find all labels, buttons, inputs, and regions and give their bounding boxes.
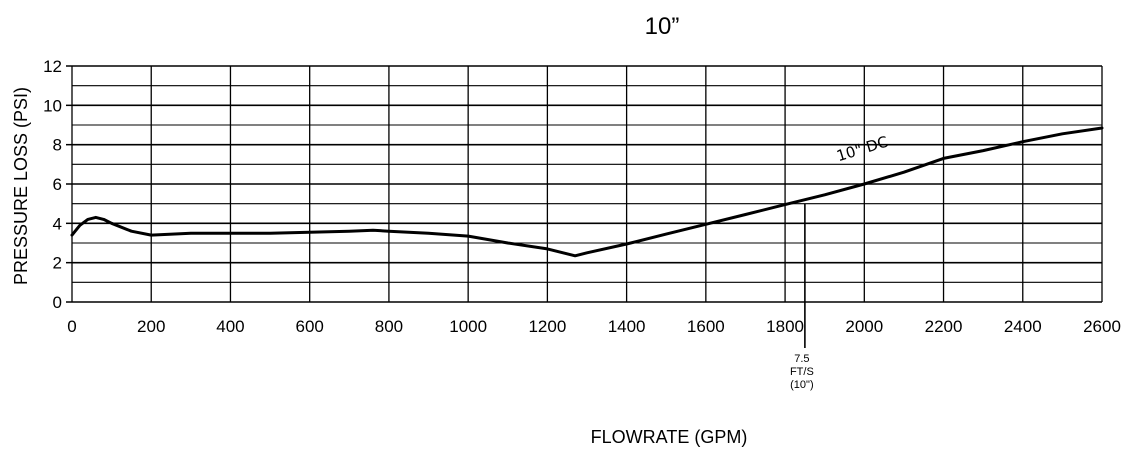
y-tick-label: 6 (53, 175, 62, 194)
chart-title: 10” (645, 13, 680, 40)
x-axis-title: FLOWRATE (GPM) (591, 427, 748, 447)
annotation-text-line: 7.5 (794, 353, 809, 365)
x-tick-label: 1600 (687, 317, 725, 336)
x-tick-label: 2200 (925, 317, 963, 336)
x-tick-label: 0 (67, 317, 76, 336)
y-axis-title: PRESSURE LOSS (PSI) (11, 87, 31, 285)
x-tick-label: 200 (137, 317, 165, 336)
x-tick-label: 1800 (766, 317, 804, 336)
tick-labels: 0 2 4 6 8 10 12 0 200 400 600 800 1000 1200 1400 1600 18… (43, 57, 1121, 336)
y-tick-label: 4 (53, 214, 62, 233)
y-tick-label: 10 (43, 96, 62, 115)
y-tick-label: 8 (53, 136, 62, 155)
x-tick-label: 2000 (845, 317, 883, 336)
x-tick-label: 600 (296, 317, 324, 336)
y-tick-label: 12 (43, 57, 62, 76)
x-tick-label: 1200 (528, 317, 566, 336)
series-label: 10" DC (834, 133, 890, 166)
annotation-group: 7.5FT/S(10") (790, 203, 814, 391)
y-tick-label: 0 (53, 293, 62, 312)
y-tick-label: 2 (53, 254, 62, 273)
series-group: 10" DC (70, 126, 1104, 258)
x-tick-label: 800 (375, 317, 403, 336)
x-tick-label: 2600 (1083, 317, 1121, 336)
grid (71, 65, 1103, 303)
annotation-text-line: (10") (790, 379, 813, 391)
annotation-text-line: FT/S (790, 366, 814, 378)
x-tick-label: 1000 (449, 317, 487, 336)
series-line (70, 126, 1104, 258)
x-tick-label: 1400 (608, 317, 646, 336)
x-tick-label: 2400 (1004, 317, 1042, 336)
x-tick-label: 400 (216, 317, 244, 336)
